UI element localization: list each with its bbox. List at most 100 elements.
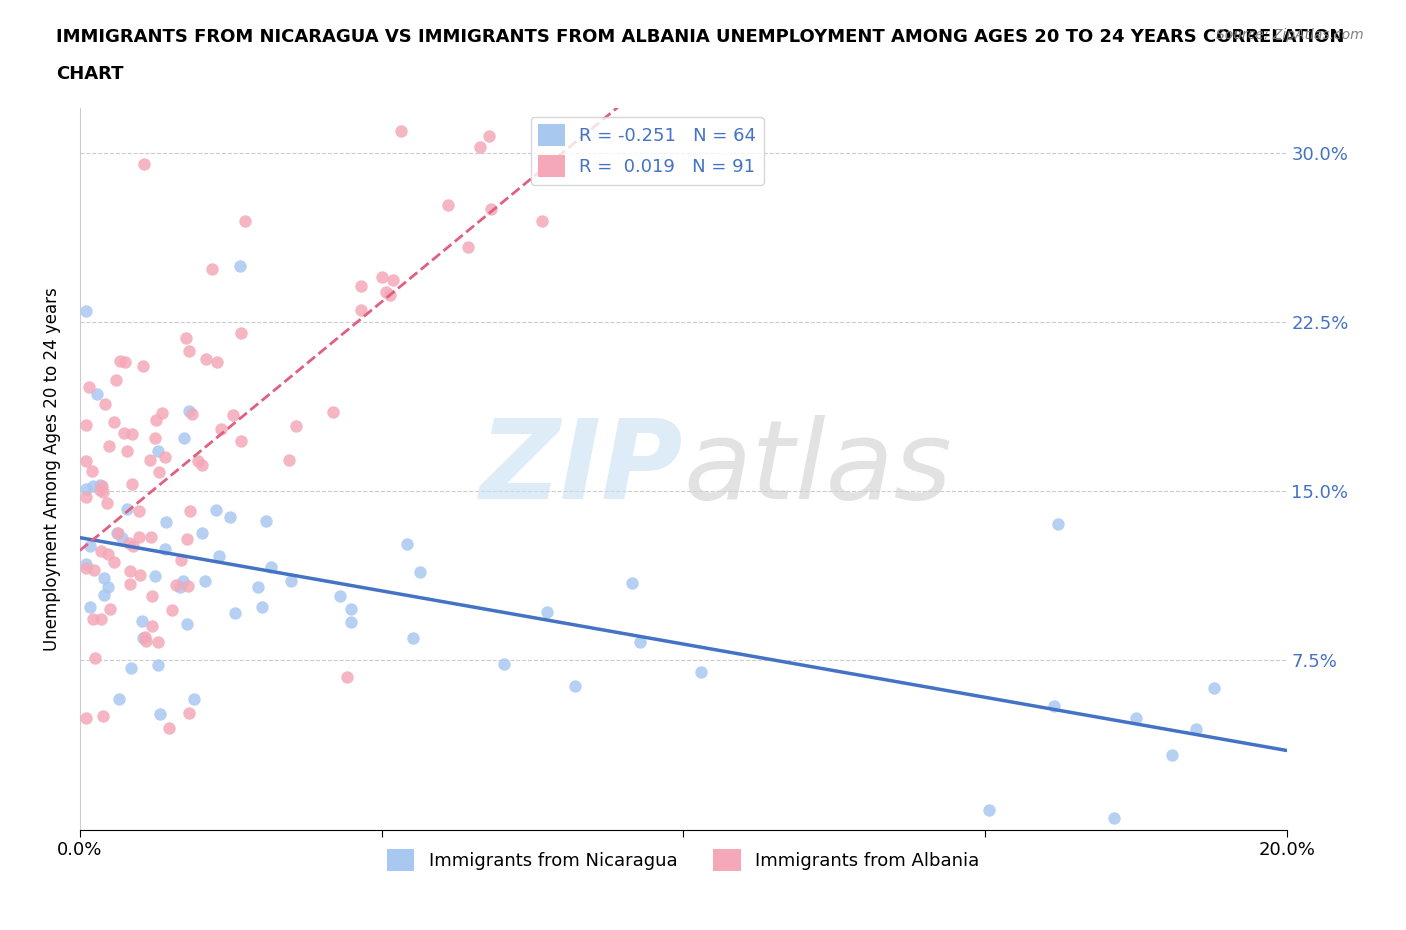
Point [1125, 711, 1147, 725]
Point [176, 532, 198, 547]
Point [141, 530, 163, 545]
Point [100, 602, 122, 617]
Point [530, 213, 553, 228]
Point [120, 576, 142, 591]
Point [340, 602, 363, 617]
Point [382, 272, 405, 287]
Point [233, 213, 256, 228]
Point [118, 535, 141, 550]
Point [90, 543, 112, 558]
Point [437, 198, 460, 213]
Point [172, 573, 194, 588]
Point [180, 406, 202, 421]
Point [205, 502, 228, 517]
Point [145, 413, 167, 428]
Point [131, 614, 153, 629]
Point [75, 482, 97, 497]
Text: ZIP: ZIP [479, 416, 683, 523]
Point [117, 444, 139, 458]
Point [141, 619, 163, 634]
Point [229, 433, 252, 448]
Point [86, 387, 108, 402]
Point [121, 538, 143, 553]
Text: IMMIGRANTS FROM NICARAGUA VS IMMIGRANTS FROM ALBANIA UNEMPLOYMENT AMONG AGES 20 : IMMIGRANTS FROM NICARAGUA VS IMMIGRANTS … [56, 28, 1344, 46]
Point [91, 479, 114, 494]
Point [143, 431, 166, 445]
Point [111, 530, 134, 545]
Point [143, 569, 166, 584]
Point [1185, 721, 1208, 736]
Point [146, 658, 169, 672]
Point [75, 560, 97, 575]
Point [191, 458, 214, 472]
Point [176, 617, 198, 631]
Point [84, 651, 107, 666]
Point [389, 123, 412, 138]
Point [97, 438, 120, 453]
Point [114, 354, 136, 369]
Point [187, 453, 209, 468]
Point [378, 287, 401, 302]
Point [201, 261, 224, 276]
Point [128, 568, 150, 583]
Point [177, 404, 200, 418]
Point [128, 503, 150, 518]
Point [90, 612, 112, 627]
Point [336, 670, 359, 684]
Point [165, 578, 187, 592]
Point [1161, 748, 1184, 763]
Point [82, 611, 104, 626]
Point [134, 630, 156, 644]
Point [120, 660, 142, 675]
Point [254, 513, 277, 528]
Point [221, 407, 243, 422]
Point [370, 270, 392, 285]
Point [82, 478, 104, 493]
Point [628, 634, 651, 649]
Point [395, 537, 418, 551]
Point [1042, 699, 1064, 714]
Point [250, 600, 273, 615]
Point [108, 353, 131, 368]
Point [457, 239, 479, 254]
Point [157, 721, 180, 736]
Text: atlas: atlas [683, 416, 952, 523]
Point [229, 259, 252, 273]
Point [91, 485, 114, 499]
Point [177, 578, 200, 593]
Point [153, 449, 176, 464]
Point [153, 541, 176, 556]
Point [322, 405, 344, 419]
Point [350, 302, 373, 317]
Point [132, 359, 155, 374]
Point [148, 465, 170, 480]
Point [478, 129, 501, 144]
Point [492, 657, 515, 671]
Point [107, 692, 129, 707]
Point [470, 140, 492, 154]
Point [96, 496, 118, 511]
Point [146, 634, 169, 649]
Point [208, 548, 231, 563]
Point [105, 525, 128, 540]
Text: Source: ZipAtlas.com: Source: ZipAtlas.com [1216, 28, 1364, 42]
Point [75, 454, 97, 469]
Point [278, 452, 301, 467]
Point [135, 633, 157, 648]
Point [96, 579, 118, 594]
Point [89, 482, 111, 497]
Point [375, 285, 398, 299]
Point [149, 706, 172, 721]
Point [146, 444, 169, 458]
Point [93, 587, 115, 602]
Point [121, 427, 143, 442]
Point [93, 570, 115, 585]
Point [536, 604, 558, 619]
Point [118, 564, 141, 578]
Point [209, 422, 232, 437]
Point [173, 431, 195, 445]
Point [190, 525, 212, 540]
Point [260, 560, 283, 575]
Point [194, 574, 217, 589]
Point [620, 576, 643, 591]
